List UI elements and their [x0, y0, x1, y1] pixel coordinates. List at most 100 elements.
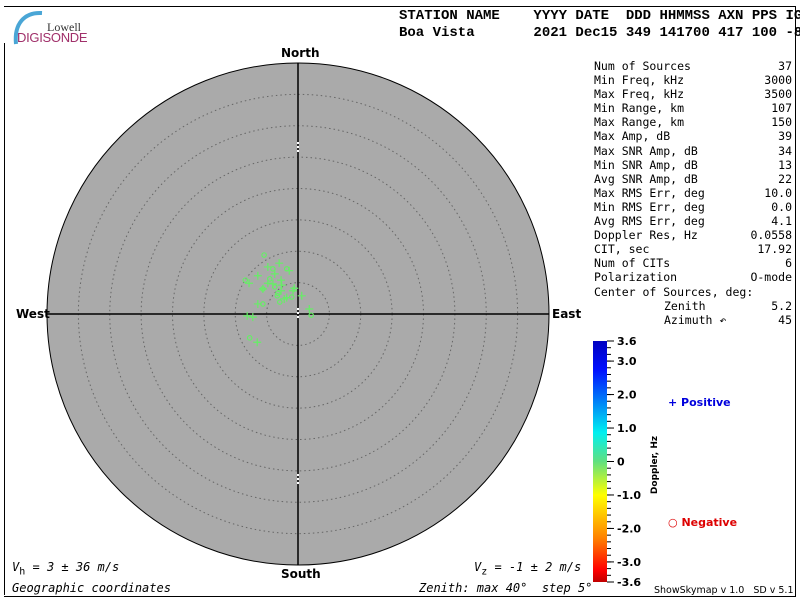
source-point-positive: [253, 338, 262, 347]
east-label: East: [552, 307, 582, 321]
stat-row: Min Range, km 107: [594, 101, 792, 115]
stat-label: Max RMS Err, deg: [594, 185, 705, 200]
stat-label: Polarization: [594, 270, 678, 285]
stat-row: Min Freq, kHz 3000: [594, 73, 792, 87]
stat-row: Num of CITs 6: [594, 256, 792, 270]
stat-row: Max Range, km 150: [594, 115, 792, 129]
stat-value: 17.92: [757, 242, 792, 257]
stat-value: 107: [771, 101, 792, 116]
source-point-positive: [297, 291, 306, 300]
stat-value: 150: [771, 115, 792, 130]
frame: [4, 6, 796, 597]
colorbar-tick-label: -3.0: [617, 556, 641, 569]
center-title: Center of Sources, deg:: [594, 284, 754, 299]
frame-left: [4, 43, 5, 595]
stat-label: Max SNR Amp, dB: [594, 143, 698, 158]
vh-readout: Vh = 3 ± 36 m/s: [12, 560, 120, 578]
zenith-value: 5.2: [771, 298, 792, 313]
source-point-positive: [248, 313, 257, 322]
stat-label: Max Freq, kHz: [594, 87, 685, 102]
header-labels: STATION NAME YYYY DATE DDD HHMMSS AXN PP…: [399, 8, 800, 24]
legend-positive: + Positive: [668, 396, 731, 409]
stat-row: Max SNR Amp, dB 34: [594, 144, 792, 158]
source-point-negative: [271, 284, 278, 290]
source-point-positive: [275, 259, 284, 268]
stat-value: 13: [778, 157, 792, 172]
stat-label: Avg RMS Err, deg: [594, 214, 705, 229]
stat-row: Min RMS Err, deg 0.0: [594, 200, 792, 214]
colorbar-tick-label: 1.0: [617, 422, 637, 435]
stat-row: Num of Sources 37: [594, 59, 792, 73]
colorbar: [593, 341, 607, 582]
plus-icon: +: [668, 396, 682, 409]
stat-row: CIT, sec 17.92: [594, 242, 792, 256]
stat-label: Min RMS Err, deg: [594, 199, 705, 214]
source-point-positive: [263, 262, 272, 271]
zenith-scale-label: Zenith: max 40° step 5°: [419, 581, 593, 595]
source-point-positive: [253, 271, 262, 280]
stat-value: 3000: [764, 73, 792, 88]
stat-value: 0.0: [771, 199, 792, 214]
stat-value: 0.0558: [750, 228, 792, 243]
stats-panel: Num of Sources 37 Min Freq, kHz 3000 Max Fre…: [594, 59, 792, 327]
azimuth-label: Azimuth ↶: [664, 312, 727, 327]
colorbar-tick-label: 0: [617, 456, 625, 469]
source-point-negative: [242, 277, 249, 283]
stat-label: Doppler Res, Hz: [594, 228, 698, 243]
legend-negative: ○ Negative: [668, 516, 738, 529]
stat-label: Max Amp, dB: [594, 129, 671, 144]
circle-icon: ○: [668, 516, 682, 529]
source-point-positive: [263, 279, 272, 288]
version-label: ShowSkymap v 1.0 SD v 5.1: [654, 585, 794, 596]
stat-label: Num of Sources: [594, 59, 691, 73]
source-point-negative: [275, 290, 281, 297]
source-point-negative: [246, 335, 253, 341]
stat-label: CIT, sec: [594, 242, 650, 257]
source-point-positive: [243, 311, 252, 320]
stat-label: Min Range, km: [594, 101, 685, 116]
source-point-positive: [285, 266, 294, 275]
stat-label: Avg SNR Amp, dB: [594, 171, 698, 186]
source-point-negative: [288, 294, 295, 300]
source-point-positive: [280, 294, 289, 303]
source-point-positive: [245, 279, 254, 288]
south-label: South: [281, 567, 321, 581]
colorbar-tick-label: -1.0: [617, 489, 641, 502]
stat-row: Max Freq, kHz 3500: [594, 87, 792, 101]
logo-digisonde: DIGISONDE: [17, 30, 88, 45]
colorbar-tick-label: -2.0: [617, 522, 641, 535]
stat-row: Min SNR Amp, dB 13: [594, 158, 792, 172]
stat-row: Doppler Res, Hz 0.0558: [594, 228, 792, 242]
coordinates-label: Geographic coordinates: [12, 581, 171, 595]
vz-readout: Vz = -1 ± 2 m/s: [474, 560, 582, 578]
stat-row: Polarization O-mode: [594, 270, 792, 284]
source-point-positive: [258, 284, 267, 293]
azimuth-value: 45: [778, 312, 792, 327]
stat-label: Min SNR Amp, dB: [594, 157, 698, 172]
north-label: North: [281, 46, 320, 60]
header-values: Boa Vista 2021 Dec15 349 141700 417 100 …: [399, 25, 800, 41]
logo-arc-icon: [13, 10, 43, 45]
stat-value: 34: [778, 143, 792, 158]
stat-label: Min Freq, kHz: [594, 73, 685, 88]
source-point-positive: [277, 281, 286, 290]
source-point-positive: [270, 269, 279, 278]
zenith-label: Zenith: [664, 298, 706, 313]
source-point-negative: [308, 312, 314, 319]
stat-value: 37: [778, 59, 792, 73]
colorbar-label: Doppler, Hz: [650, 436, 660, 494]
stat-row: Avg RMS Err, deg 4.1: [594, 214, 792, 228]
logo-lowell: Lowell: [47, 20, 81, 34]
stat-value: 4.1: [771, 214, 792, 229]
stat-value: 3500: [764, 87, 792, 102]
source-point-negative: [270, 266, 276, 272]
colorbar-tick-label: 3.0: [617, 355, 637, 368]
west-label: West: [16, 307, 50, 321]
source-point-negative: [266, 276, 273, 282]
colorbar-tick-label: 3.6: [617, 335, 637, 348]
source-point-positive: [277, 276, 286, 285]
colorbar-tick-label: -3.6: [617, 576, 641, 589]
source-point-negative: [274, 293, 281, 299]
